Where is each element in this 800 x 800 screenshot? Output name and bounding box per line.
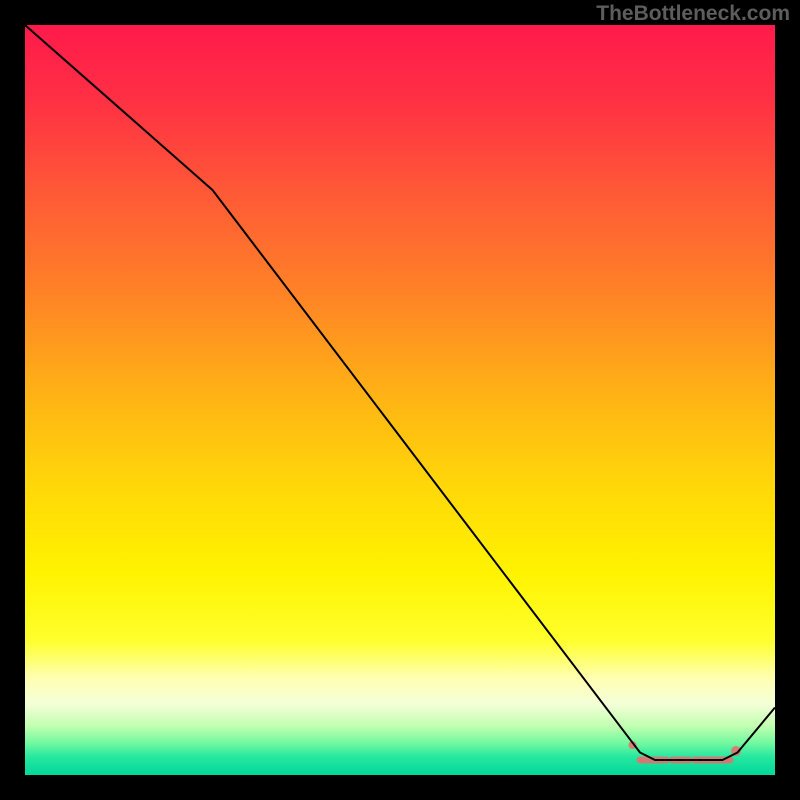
marker-point [637, 757, 644, 764]
chart-background [25, 25, 775, 775]
chart-frame: TheBottleneck.com [0, 0, 800, 800]
watermark-text: TheBottleneck.com [596, 2, 790, 26]
chart-plot [25, 25, 775, 775]
